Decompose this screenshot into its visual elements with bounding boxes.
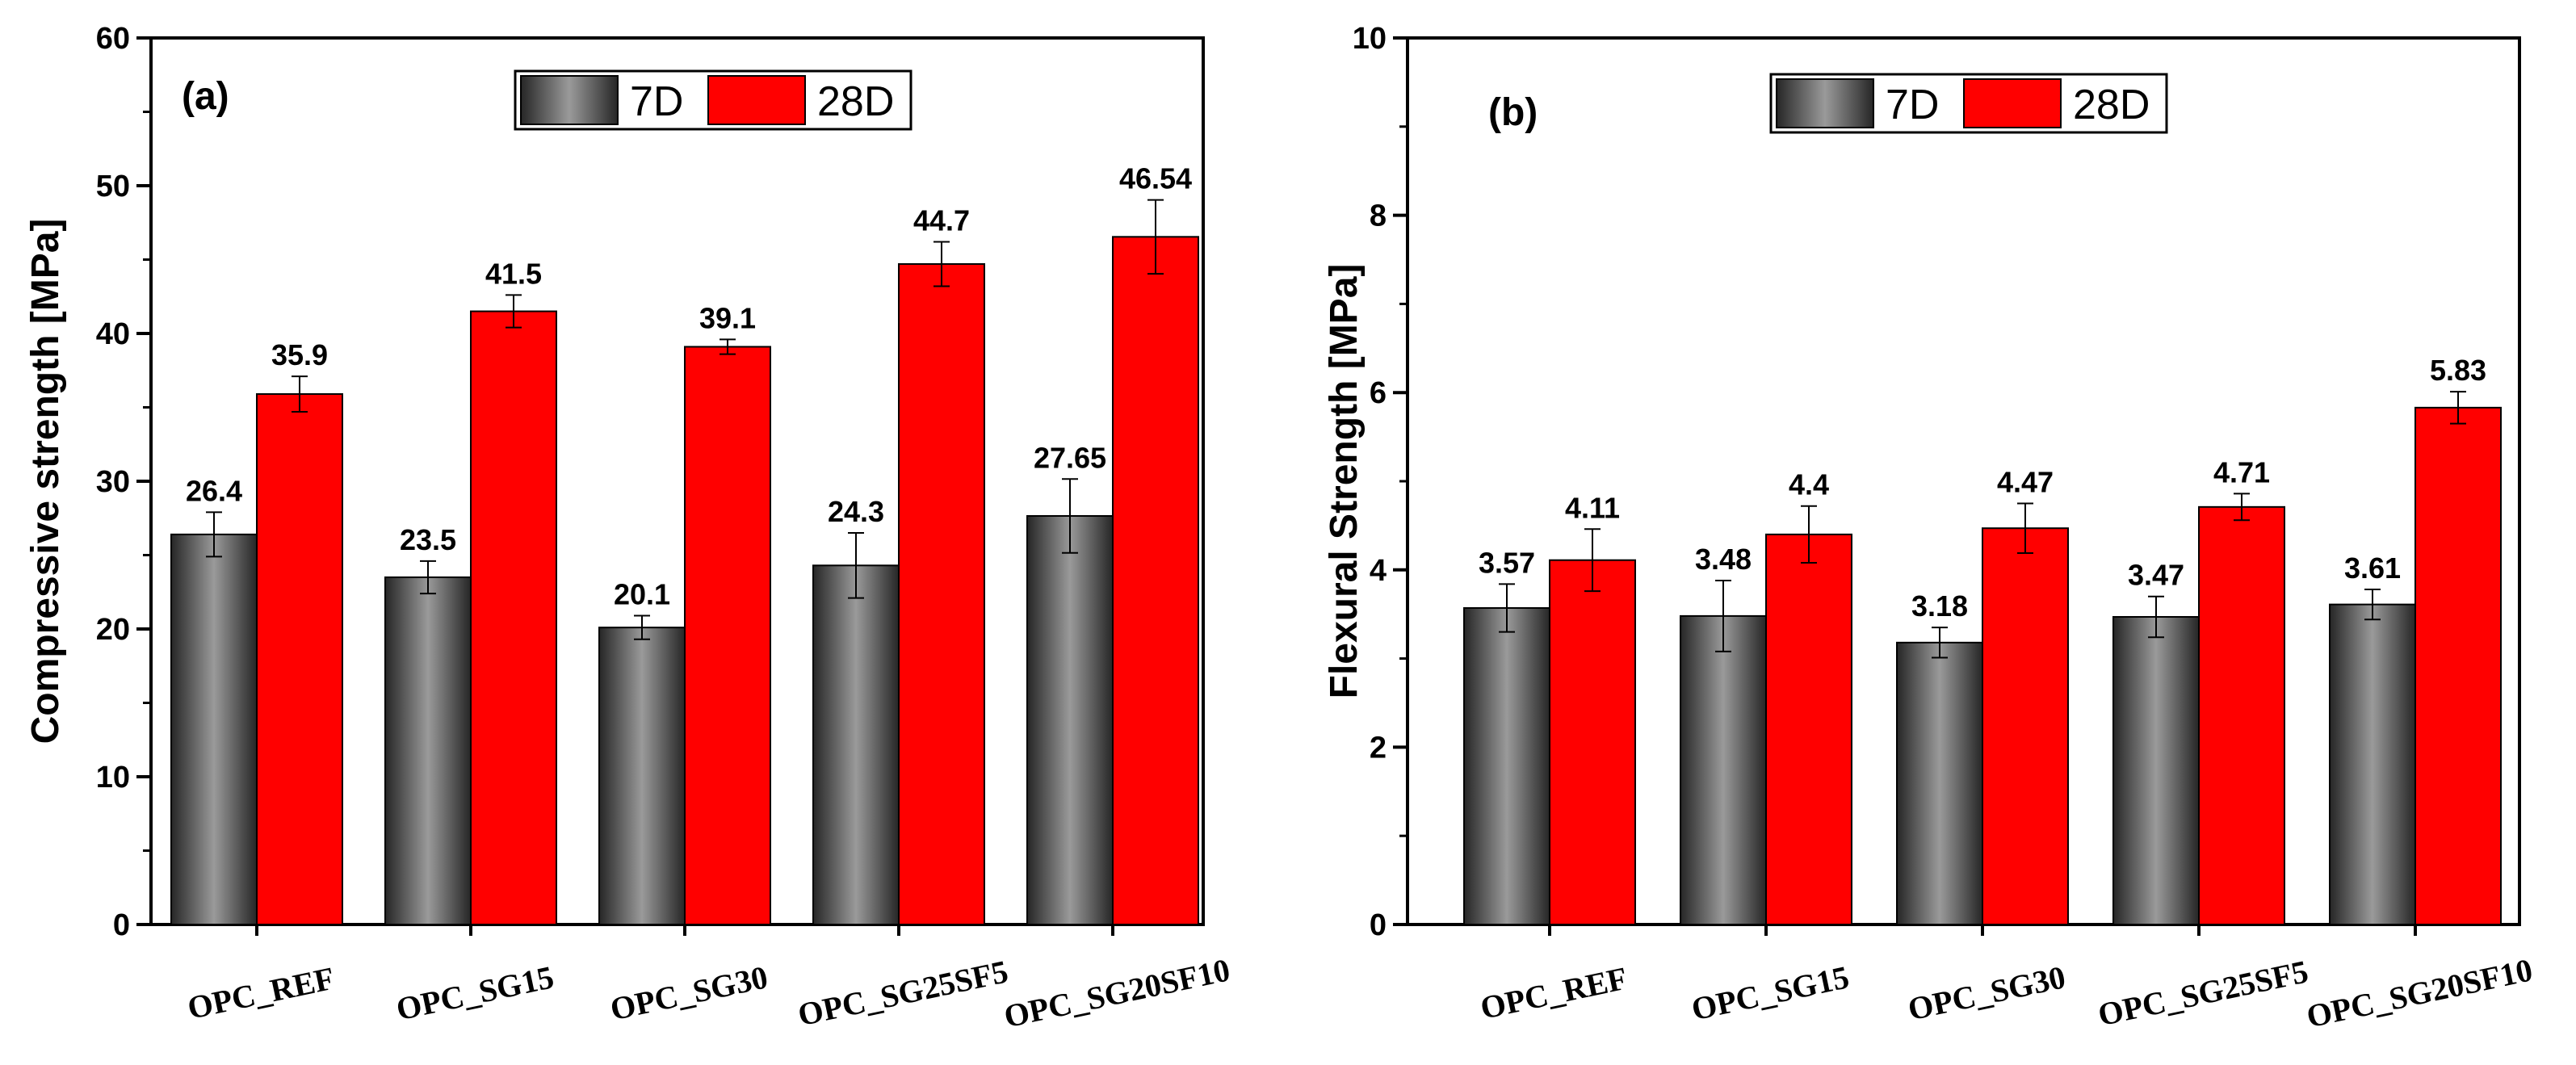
legend-label-7d: 7D (1886, 82, 1939, 128)
category-label: OPC_SG30 (1905, 958, 2069, 1027)
legend-swatch-7d (520, 75, 619, 125)
y-tick-label: 2 (1370, 731, 1387, 765)
category-label: OPC_SG25SF5 (2095, 953, 2311, 1033)
y-tick-label: 60 (96, 22, 130, 56)
data-label: 4.47 (1997, 465, 2054, 498)
category-label: OPC_SG15 (1689, 958, 1852, 1027)
bar-7d-opc-ref (170, 533, 258, 925)
y-tick-label: 4 (1370, 554, 1387, 588)
category-label: OPC_SG25SF5 (795, 953, 1011, 1033)
panel-label: (a) (182, 75, 229, 118)
bar-28d-opc-sg25sf5 (898, 262, 985, 925)
legend: 7D 28D (514, 69, 913, 131)
data-label: 3.48 (1695, 543, 1752, 576)
data-label: 3.61 (2344, 551, 2401, 585)
bar-28d-opc-sg15 (470, 310, 557, 925)
data-label: 23.5 (400, 523, 456, 556)
y-tick-label: 50 (96, 170, 130, 203)
bar-7d-opc-sg15 (1680, 614, 1767, 925)
bar-7d-opc-sg25sf5 (812, 564, 900, 925)
legend-label-28d: 28D (2073, 82, 2150, 128)
bar-7d-opc-sg30 (598, 627, 686, 925)
category-label: OPC_SG20SF10 (2303, 951, 2536, 1034)
data-label: 39.1 (699, 301, 756, 334)
bar-7d-opc-sg30 (1896, 641, 1983, 925)
data-label: 44.7 (913, 204, 970, 237)
data-label: 4.11 (1565, 491, 1620, 524)
y-tick-label: 20 (96, 613, 130, 647)
legend: 7D 28D (1769, 73, 2168, 134)
bar-28d-opc-sg20sf10 (2414, 406, 2502, 925)
legend-label-28d: 28D (817, 78, 894, 125)
bar-28d-opc-ref (256, 393, 343, 925)
data-label: 3.18 (1911, 589, 1968, 623)
y-tick-label: 0 (1370, 908, 1387, 942)
data-label: 3.47 (2128, 559, 2184, 592)
bar-7d-opc-sg20sf10 (2329, 603, 2416, 925)
y-tick-label: 10 (96, 761, 130, 795)
data-label: 5.83 (2430, 354, 2486, 387)
bar-28d-opc-sg20sf10 (1112, 236, 1199, 925)
bar-7d-opc-ref (1463, 607, 1550, 925)
data-label: 35.9 (271, 338, 328, 371)
panel-b-flexural-strength: (b) Flexural Strength [MPa] 0 2 4 6 8 10 3.57… (1323, 22, 2536, 1034)
y-tick-label: 6 (1370, 376, 1387, 410)
data-label: 4.4 (1789, 468, 1829, 501)
category-label: OPC_SG30 (607, 958, 771, 1027)
legend-swatch-7d (1776, 78, 1874, 128)
y-axis-title: Compressive strength [MPa] (24, 219, 67, 744)
data-label: 27.65 (1034, 441, 1106, 474)
bar-7d-opc-sg25sf5 (2112, 615, 2200, 926)
category-label: OPC_REF (184, 960, 338, 1026)
y-axis-title: Flexural Strength [MPa] (1323, 264, 1366, 699)
bar-7d-opc-sg20sf10 (1026, 515, 1114, 925)
data-label: 24.3 (828, 495, 884, 528)
bars: 26.4 35.9 23.5 41.5 20.1 39.1 24.3 44.7 27.65 46.… (170, 162, 1199, 926)
category-labels: OPC_REF OPC_SG15 OPC_SG30 OPC_SG25SF5OPC_SG… (184, 925, 1233, 1034)
category-label: OPC_SG15 (393, 958, 557, 1027)
category-label: OPC_SG20SF10 (1001, 951, 1233, 1034)
y-tick-label: 10 (1353, 22, 1387, 56)
legend-swatch-28d (707, 75, 806, 125)
y-tick-label: 8 (1370, 199, 1387, 233)
legend-swatch-28d (1963, 78, 2062, 128)
bar-28d-opc-ref (1549, 559, 1636, 925)
bars: 3.57 4.11 3.48 4.4 3.18 4.47 3.47 4.71 3.61 5.83 (1463, 354, 2502, 926)
y-tick-label: 40 (96, 317, 130, 351)
y-axis-ticks: 0 2 4 6 8 10 (1353, 22, 1408, 942)
data-label: 41.5 (485, 257, 542, 290)
bar-28d-opc-sg30 (1982, 527, 2069, 925)
bar-7d-opc-sg15 (384, 576, 472, 925)
bar-28d-opc-sg25sf5 (2198, 505, 2285, 925)
data-label: 4.71 (2213, 455, 2270, 488)
data-label: 46.54 (1119, 162, 1192, 195)
panel-label: (b) (1488, 91, 1538, 134)
bar-28d-opc-sg30 (684, 346, 771, 926)
panel-a-compressive-strength: (a) Compressive strength [MPa] 0 10 20 30 40… (24, 22, 1233, 1034)
legend-label-7d: 7D (630, 78, 683, 125)
data-label: 3.57 (1479, 546, 1535, 579)
y-axis-ticks: 0 10 20 30 40 50 60 (96, 22, 151, 942)
data-label: 26.4 (186, 474, 242, 507)
y-tick-label: 30 (96, 465, 130, 499)
category-label: OPC_REF (1477, 960, 1630, 1026)
bar-28d-opc-sg15 (1765, 533, 1852, 925)
category-labels: OPC_REF OPC_SG15 OPC_SG30 OPC_SG25SF5OPC_SG… (1477, 925, 2536, 1034)
data-label: 20.1 (614, 578, 670, 611)
y-tick-label: 0 (113, 908, 130, 942)
